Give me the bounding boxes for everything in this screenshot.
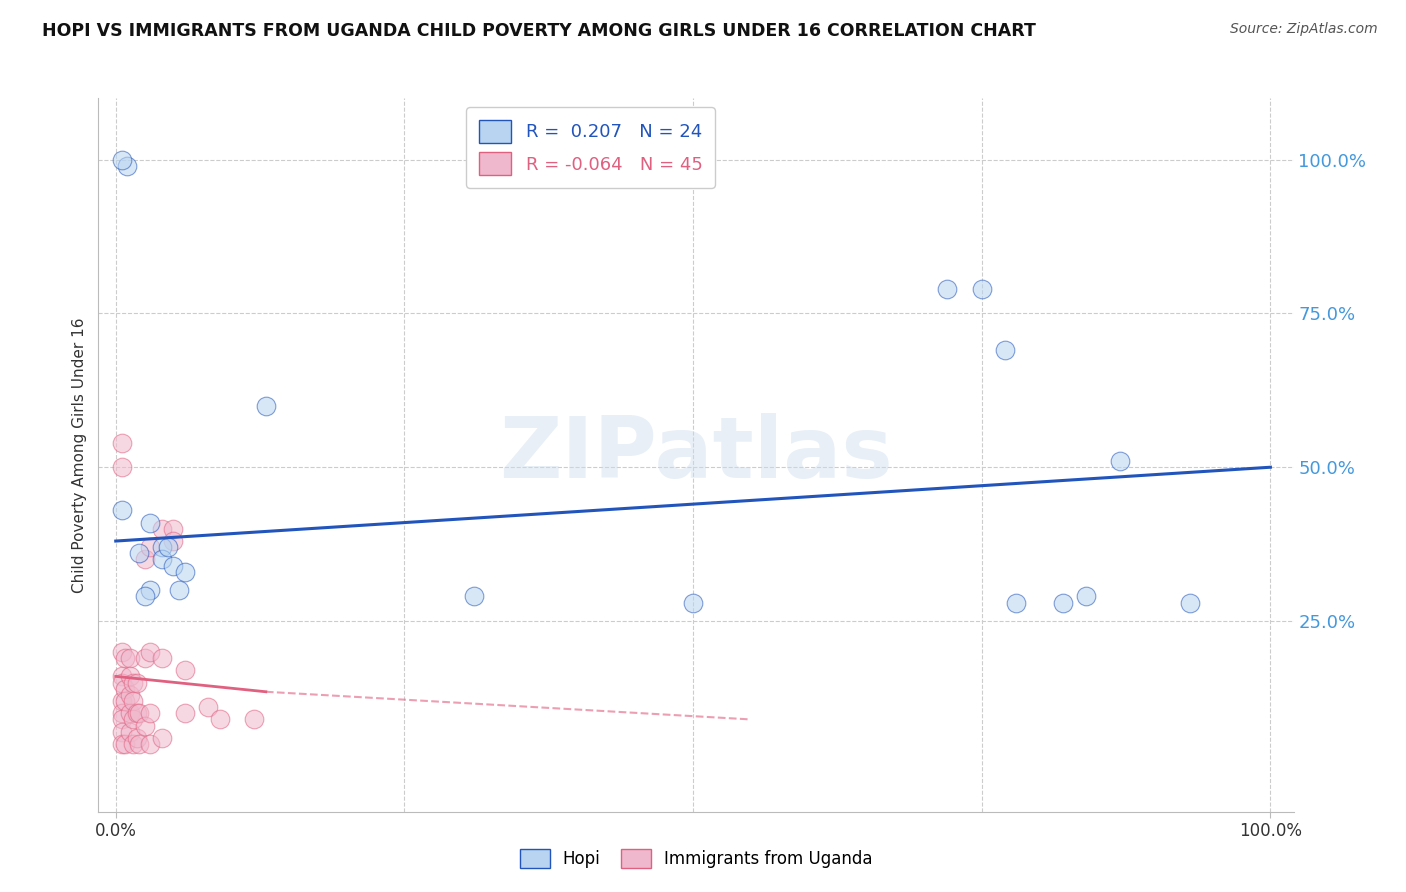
Point xyxy=(110,694,132,708)
Point xyxy=(114,651,136,665)
Point xyxy=(110,737,132,751)
Point xyxy=(150,552,173,566)
Point xyxy=(139,706,162,721)
Point xyxy=(139,540,162,554)
Point xyxy=(1178,596,1201,610)
Point xyxy=(463,590,485,604)
Point xyxy=(128,737,150,751)
Point xyxy=(134,552,156,566)
Point xyxy=(139,516,162,530)
Point xyxy=(110,713,132,727)
Point xyxy=(162,522,184,536)
Point xyxy=(118,724,141,739)
Point xyxy=(122,713,145,727)
Point xyxy=(122,737,145,751)
Point xyxy=(117,159,139,173)
Point xyxy=(139,737,162,751)
Point xyxy=(174,706,197,721)
Point xyxy=(1052,596,1074,610)
Point xyxy=(110,645,132,659)
Point xyxy=(128,706,150,721)
Point xyxy=(174,565,197,579)
Point xyxy=(110,153,132,167)
Point xyxy=(243,713,266,727)
Point xyxy=(125,675,148,690)
Text: HOPI VS IMMIGRANTS FROM UGANDA CHILD POVERTY AMONG GIRLS UNDER 16 CORRELATION CH: HOPI VS IMMIGRANTS FROM UGANDA CHILD POV… xyxy=(42,22,1036,40)
Point xyxy=(118,651,141,665)
Point xyxy=(114,737,136,751)
Point xyxy=(110,435,132,450)
Point xyxy=(139,645,162,659)
Y-axis label: Child Poverty Among Girls Under 16: Child Poverty Among Girls Under 16 xyxy=(72,318,87,592)
Point xyxy=(110,460,132,475)
Point xyxy=(134,590,156,604)
Point xyxy=(110,675,132,690)
Point xyxy=(936,282,959,296)
Point xyxy=(134,651,156,665)
Point xyxy=(197,700,219,714)
Point xyxy=(208,713,231,727)
Point xyxy=(118,669,141,683)
Point xyxy=(150,731,173,745)
Point xyxy=(994,343,1017,358)
Point xyxy=(1005,596,1028,610)
Point xyxy=(110,706,132,721)
Point xyxy=(1109,454,1132,468)
Point xyxy=(1074,590,1097,604)
Point xyxy=(114,681,136,696)
Point xyxy=(150,651,173,665)
Point xyxy=(110,669,132,683)
Point xyxy=(970,282,993,296)
Point xyxy=(128,546,150,560)
Point xyxy=(118,706,141,721)
Text: ZIPatlas: ZIPatlas xyxy=(499,413,893,497)
Legend: Hopi, Immigrants from Uganda: Hopi, Immigrants from Uganda xyxy=(513,842,879,875)
Point xyxy=(167,583,190,598)
Point xyxy=(682,596,704,610)
Point xyxy=(134,718,156,732)
Point xyxy=(162,558,184,573)
Point xyxy=(110,503,132,517)
Point xyxy=(174,663,197,677)
Point xyxy=(156,540,179,554)
Point xyxy=(110,724,132,739)
Point xyxy=(125,706,148,721)
Point xyxy=(125,731,148,745)
Point xyxy=(139,583,162,598)
Point xyxy=(118,688,141,702)
Point xyxy=(122,694,145,708)
Point xyxy=(122,675,145,690)
Point xyxy=(150,522,173,536)
Point xyxy=(254,399,277,413)
Point xyxy=(162,534,184,549)
Text: Source: ZipAtlas.com: Source: ZipAtlas.com xyxy=(1230,22,1378,37)
Point xyxy=(114,694,136,708)
Point xyxy=(150,540,173,554)
